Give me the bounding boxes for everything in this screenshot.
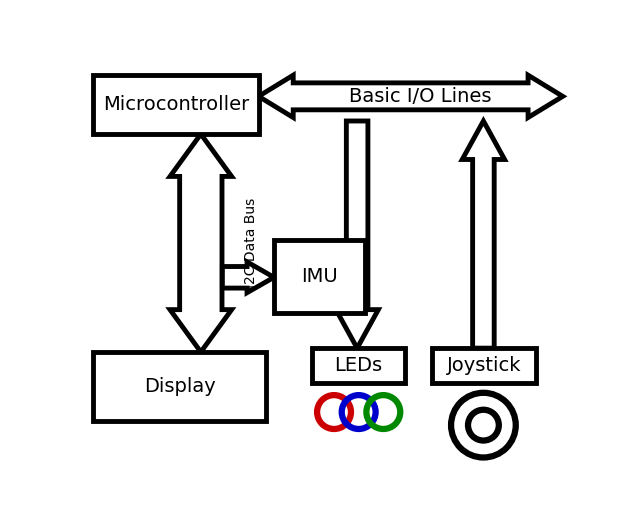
Polygon shape [462, 121, 505, 348]
Text: LEDs: LEDs [335, 356, 383, 375]
Polygon shape [170, 134, 231, 352]
Text: Display: Display [144, 377, 215, 396]
Bar [274, 240, 365, 314]
Polygon shape [259, 75, 563, 118]
Polygon shape [336, 121, 378, 348]
Text: Joystick: Joystick [447, 356, 521, 375]
Text: IMU: IMU [301, 267, 338, 286]
Bar [432, 348, 535, 383]
Text: I2C Data Bus: I2C Data Bus [244, 198, 258, 288]
Text: Basic I/O Lines: Basic I/O Lines [349, 87, 491, 106]
Text: Microcontroller: Microcontroller [103, 95, 249, 114]
Bar [93, 75, 259, 134]
Bar [93, 352, 266, 421]
Polygon shape [222, 262, 274, 292]
Bar [312, 348, 405, 383]
